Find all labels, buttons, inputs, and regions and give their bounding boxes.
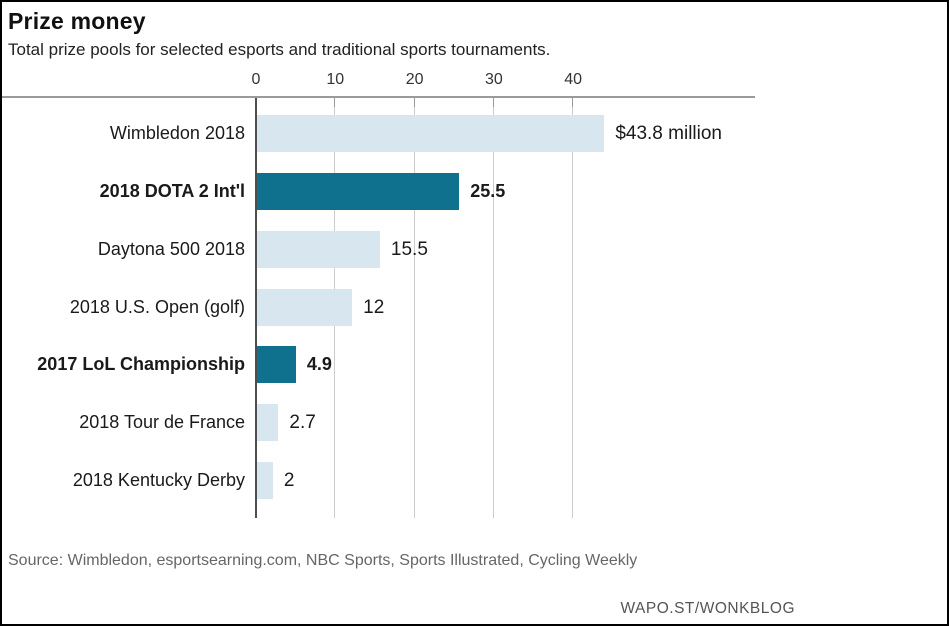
bar [257, 230, 380, 268]
bar-category-label: 2018 Kentucky Derby [72, 470, 245, 491]
bar [257, 346, 296, 384]
zero-baseline [255, 98, 257, 518]
bar-category-label: 2018 DOTA 2 Int'l [99, 180, 245, 201]
publisher-credit: WAPO.ST/WONKBLOG [620, 600, 795, 617]
bar [257, 115, 605, 152]
gridline [492, 98, 494, 518]
x-tick-label: 0 [251, 71, 261, 88]
axis-tick [413, 98, 415, 107]
axis-tick [572, 98, 574, 107]
axis-tick [334, 98, 336, 107]
axis-tick [492, 98, 494, 107]
x-axis-line [2, 96, 755, 98]
bar-value-label: 12 [363, 296, 385, 318]
bar-value-label: $43.8 million [615, 123, 722, 144]
bar-value-label: 2.7 [289, 412, 316, 434]
x-tick-label: 10 [326, 71, 345, 88]
x-tick-label: 20 [405, 71, 424, 88]
x-tick-label: 40 [564, 71, 583, 88]
bar [257, 404, 279, 442]
bar-category-label: Wimbledon 2018 [109, 123, 245, 143]
bar-value-label: 2 [283, 470, 295, 492]
bar-category-label: 2018 Tour de France [79, 412, 245, 433]
source-note: Source: Wimbledon, esportsearning.com, N… [8, 552, 638, 569]
bar [257, 288, 353, 326]
chart-subtitle: Total prize pools for selected esports a… [8, 40, 551, 59]
bar-value-label: 15.5 [390, 238, 428, 260]
bar-category-label: 2017 LoL Championship [37, 354, 245, 375]
bar [257, 462, 273, 500]
bar-category-label: 2018 U.S. Open (golf) [69, 296, 245, 317]
gridline [413, 98, 415, 518]
bar [257, 172, 460, 210]
bar-value-label: 25.5 [470, 180, 506, 201]
chart-title: Prize money [8, 8, 146, 34]
bar-category-label: Daytona 500 2018 [97, 238, 245, 259]
bar-value-label: 4.9 [306, 354, 332, 375]
x-tick-label: 30 [484, 71, 503, 88]
gridline [572, 98, 574, 518]
